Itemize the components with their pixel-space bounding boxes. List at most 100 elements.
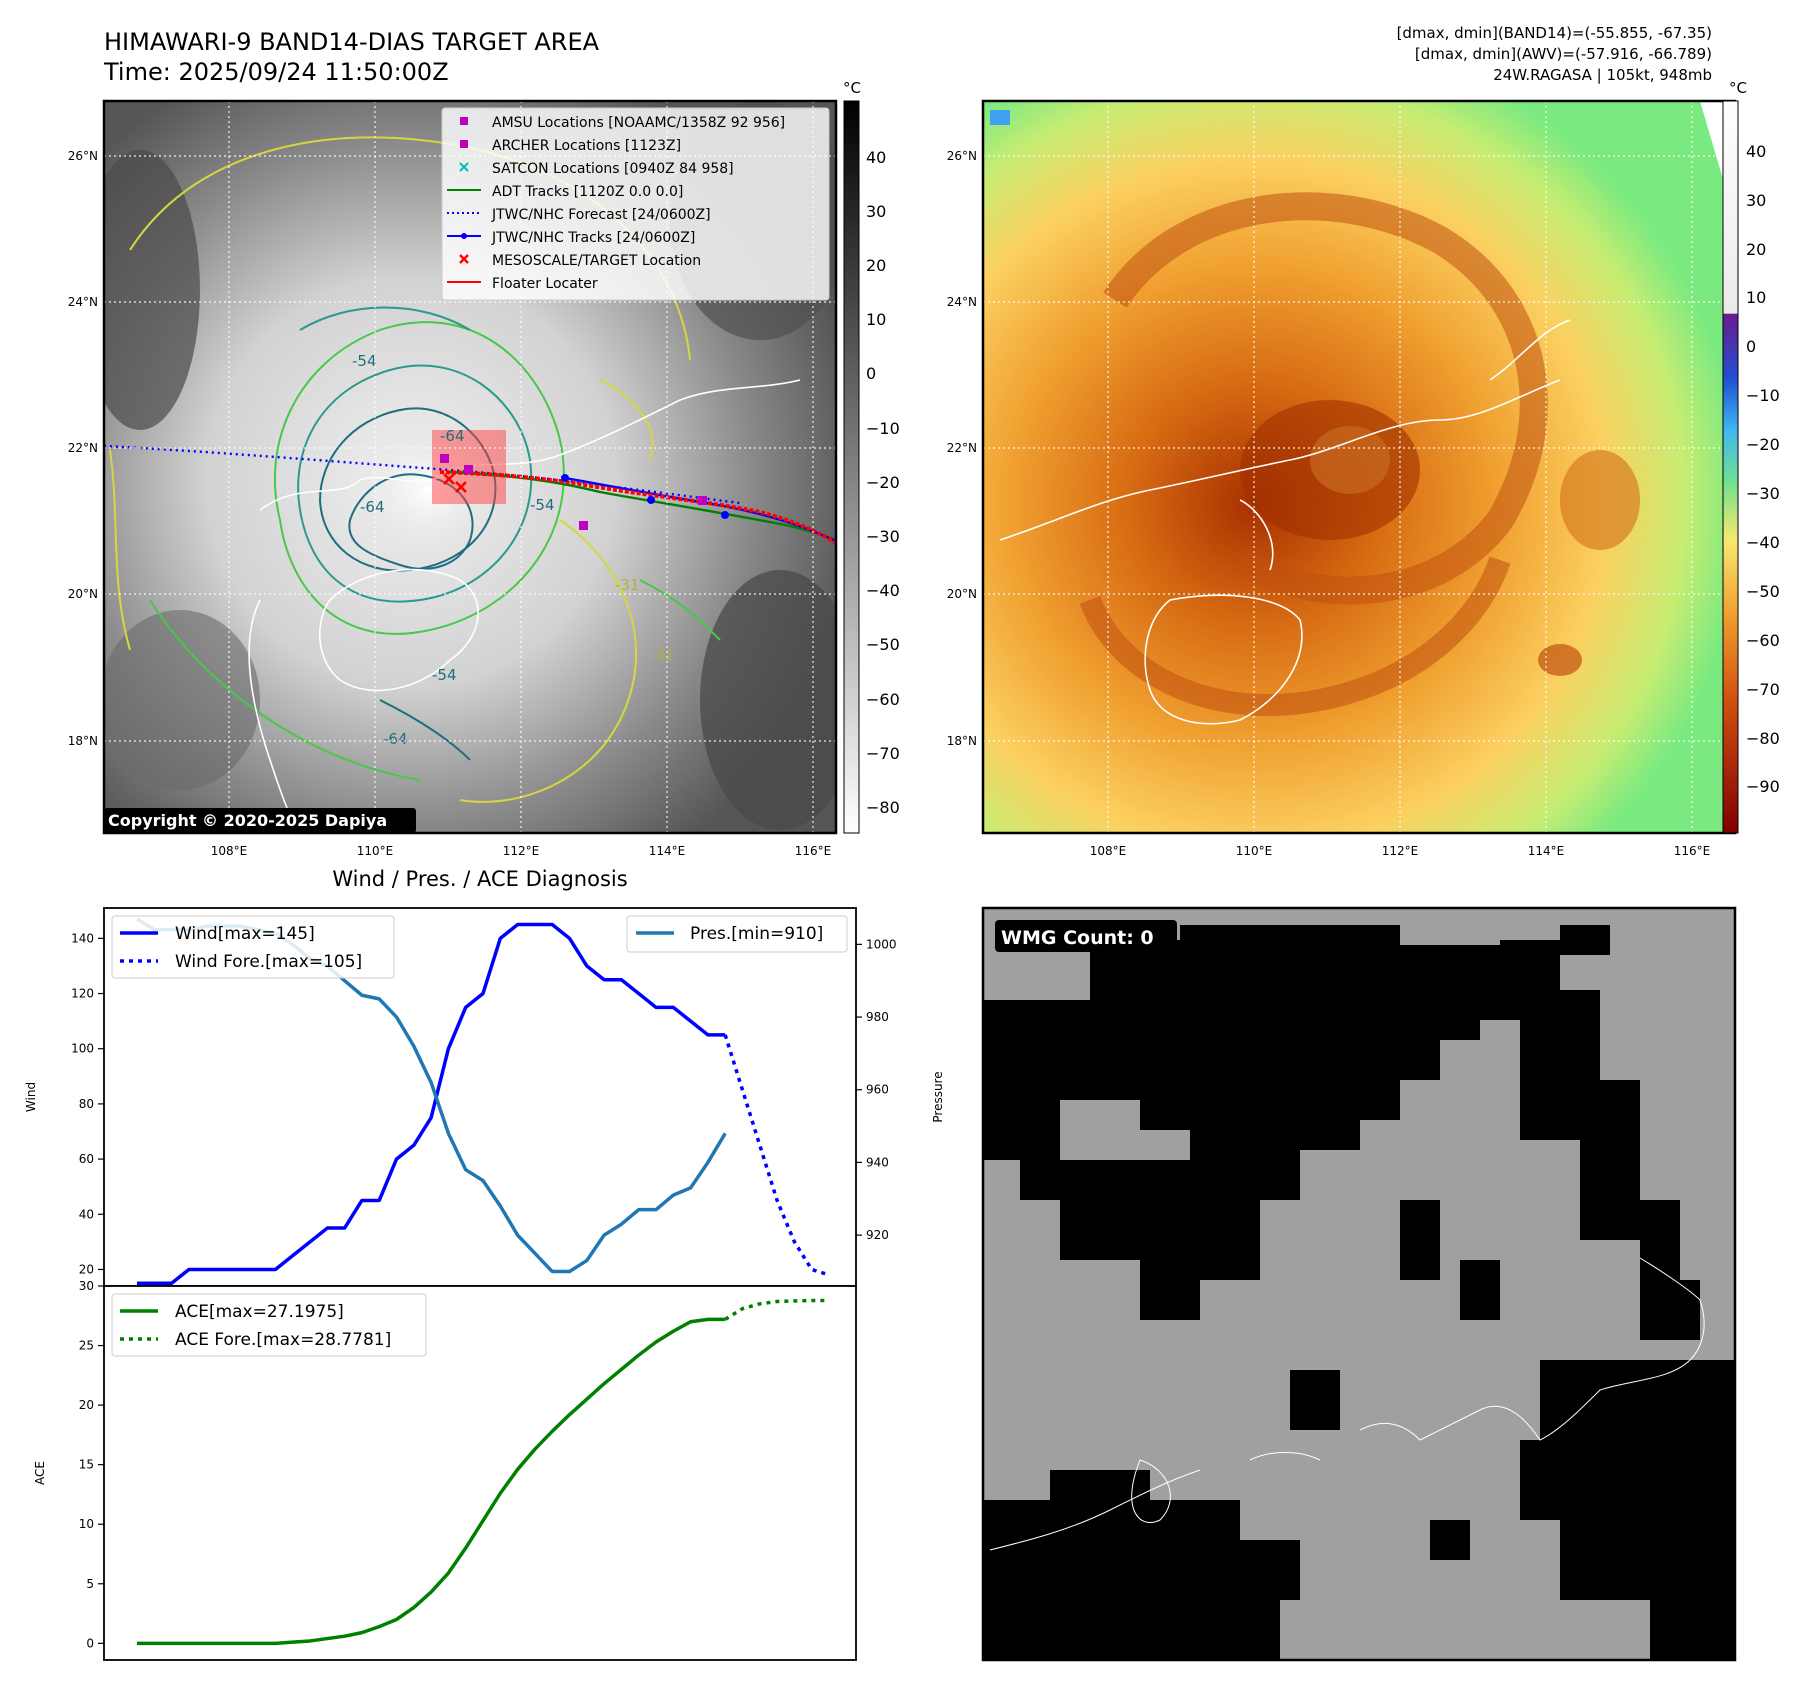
awv-colorbar: °C 40 30 20 10 0 −10 −20 −30 −40 −50 −60… — [1722, 79, 1780, 834]
cb-tick: 20 — [866, 256, 886, 275]
figure-title-line1: HIMAWARI-9 BAND14-DIAS TARGET AREA — [104, 28, 600, 56]
cb-tick: −50 — [866, 635, 900, 654]
cb-tick: −40 — [866, 581, 900, 600]
ace-axis-label: ACE — [33, 1461, 47, 1485]
ace-ytick-label: 20 — [79, 1398, 94, 1412]
contour-label: -54 — [352, 352, 377, 370]
lat-tick: 22°N — [68, 441, 98, 455]
wind-ytick-label: 80 — [79, 1097, 94, 1111]
cb-tick: 40 — [1746, 142, 1766, 161]
legend-floater: Floater Locater — [492, 276, 598, 292]
wmg-panel: WMG Count: 0 — [981, 906, 1737, 1662]
wind-legend-label: Wind[max=145] — [175, 924, 315, 944]
cb-tick: −50 — [1746, 582, 1780, 601]
pressure-ytick-label: 1000 — [866, 937, 897, 951]
wind-axis-label: Wind — [24, 1082, 38, 1112]
pres-legend-box — [626, 915, 848, 953]
legend-archer: ARCHER Locations [1123Z] — [492, 138, 681, 154]
ace-ytick-label: 15 — [79, 1458, 94, 1472]
cb-tick: −70 — [866, 744, 900, 763]
cb-tick: −30 — [1746, 484, 1780, 503]
lat-tick: 22°N — [947, 441, 977, 455]
lat-tick: 24°N — [947, 295, 977, 309]
lon-tick: 110°E — [357, 844, 394, 858]
lon-tick: 108°E — [1090, 844, 1127, 858]
lat-tick: 24°N — [68, 295, 98, 309]
ace-ytick-label: 10 — [79, 1517, 94, 1531]
copyright-label: Copyright © 2020-2025 Dapiya — [108, 811, 387, 830]
wind-legend-box — [111, 915, 395, 979]
series-line-ace-fore- — [724, 1298, 829, 1321]
wind-ytick-label: 120 — [71, 987, 94, 1001]
lon-tick: 112°E — [503, 844, 540, 858]
ace-ytick-label: 0 — [86, 1636, 94, 1650]
legend-jtwc-tracks: JTWC/NHC Tracks [24/0600Z] — [491, 230, 695, 246]
lon-tick: 116°E — [795, 844, 832, 858]
cb-tick: 0 — [866, 364, 876, 383]
cb-tick: −20 — [1746, 435, 1780, 454]
pressure-ytick-label: 920 — [866, 1228, 889, 1242]
lon-tick: 110°E — [1236, 844, 1273, 858]
contour-label: -31 — [615, 576, 640, 594]
lat-tick: 18°N — [68, 734, 98, 748]
ace-chart: ACE 0 5 10 15 20 25 30 ACE[max=27.1975] ACE Fo… — [33, 1279, 857, 1661]
wind-fore-legend-label: Wind Fore.[max=105] — [175, 952, 362, 972]
ace-ytick-label: 5 — [86, 1577, 94, 1591]
legend-jtwc-forecast: JTWC/NHC Forecast [24/0600Z] — [491, 207, 711, 223]
pressure-ytick-label: 940 — [866, 1155, 889, 1169]
cb-tick: −80 — [1746, 729, 1780, 748]
contour-label: -31 — [650, 646, 675, 664]
cb-tick: 20 — [1746, 240, 1766, 259]
lon-tick: 114°E — [1528, 844, 1565, 858]
legend-amsu: AMSU Locations [NOAAMC/1358Z 92 956] — [492, 115, 785, 131]
lon-tick: 112°E — [1382, 844, 1419, 858]
cb-tick: −10 — [866, 419, 900, 438]
cb-tick: 0 — [1746, 337, 1756, 356]
lat-tick: 26°N — [947, 149, 977, 163]
awv-satellite-map — [981, 99, 1737, 835]
ace-ytick-label: 25 — [79, 1339, 94, 1353]
contour-label: -64 — [440, 427, 465, 445]
cb-tick: 40 — [866, 148, 886, 167]
legend-adt: ADT Tracks [1120Z 0.0 0.0] — [492, 184, 683, 200]
cb-tick: −30 — [866, 527, 900, 546]
cb-tick: 30 — [866, 202, 886, 221]
ir-map-axis-labels: 26°N 24°N 22°N 20°N 18°N 108°E 110°E 112… — [68, 149, 832, 858]
lat-tick: 20°N — [68, 587, 98, 601]
pressure-axis-label: Pressure — [931, 1071, 945, 1122]
wind-ytick-label: 100 — [71, 1042, 94, 1056]
ace-legend-box — [111, 1293, 427, 1357]
wmg-count-label: WMG Count: 0 — [1001, 927, 1154, 949]
cb-tick: −10 — [1746, 386, 1780, 405]
wind-ytick-label: 60 — [79, 1152, 94, 1166]
wind-ytick-label: 40 — [79, 1207, 94, 1221]
cb-tick: 30 — [1746, 191, 1766, 210]
ir-colorbar: °C 40 30 20 10 0 −10 −20 −30 −40 −50 −60… — [843, 79, 900, 834]
series-line-wind-fore- — [723, 1034, 830, 1277]
legend-satcon: SATCON Locations [0940Z 84 958] — [492, 161, 734, 177]
contour-label: -64 — [360, 498, 385, 516]
pressure-ytick-label: 980 — [866, 1010, 889, 1024]
wind-ytick-label: 20 — [79, 1262, 94, 1276]
series-line-ace — [137, 1317, 726, 1646]
cb-tick: −60 — [1746, 631, 1780, 650]
lon-tick: 114°E — [649, 844, 686, 858]
legend-mesoscale: MESOSCALE/TARGET Location — [492, 253, 701, 269]
cb-tick: 10 — [1746, 288, 1766, 307]
series-line-wind — [137, 922, 726, 1285]
ace-ytick-label: 30 — [79, 1279, 94, 1293]
diagnosis-title: Wind / Pres. / ACE Diagnosis — [332, 867, 627, 891]
pres-legend-label: Pres.[min=910] — [690, 924, 823, 944]
lat-tick: 18°N — [947, 734, 977, 748]
awv-colorbar-unit: °C — [1729, 79, 1747, 97]
contour-label: -64 — [383, 730, 408, 748]
info-awv-range: [dmax, dmin](AWV)=(-57.916, -66.789) — [1415, 45, 1712, 63]
map-legend: AMSU Locations [NOAAMC/1358Z 92 956] ARC… — [441, 107, 830, 301]
info-band14-range: [dmax, dmin](BAND14)=(-55.855, -67.35) — [1397, 24, 1712, 42]
cb-tick: −70 — [1746, 680, 1780, 699]
lon-tick: 116°E — [1674, 844, 1711, 858]
ir-colorbar-unit: °C — [843, 79, 861, 97]
cb-tick: 10 — [866, 310, 886, 329]
contour-label: -54 — [530, 496, 555, 514]
